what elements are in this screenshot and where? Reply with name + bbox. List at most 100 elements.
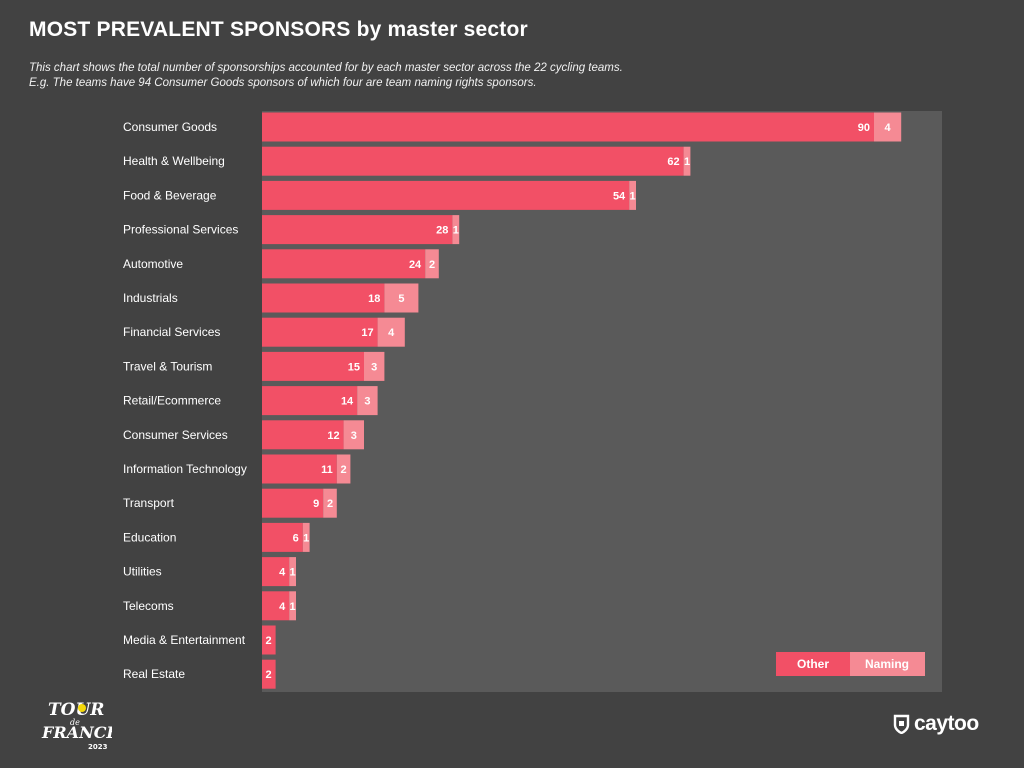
value-label-naming-retail-ecommerce: 3 (364, 396, 370, 408)
value-label-other-food-beverage: 54 (613, 190, 626, 202)
sponsor-bar-chart: 90 462 154 128 124 218 517 415 314 312 311 29 26 14 14… (123, 111, 942, 692)
category-label-telecoms: Telecoms (123, 599, 174, 613)
category-label-retail-ecommerce: Retail/Ecommerce (123, 394, 221, 408)
bar-naming-consumer-services (343, 420, 364, 450)
category-label-consumer-services: Consumer Services (123, 428, 228, 442)
bar-other-professional-services (262, 215, 453, 245)
value-label-naming-professional-services: 1 (453, 225, 459, 237)
bar-other-industrials (262, 283, 385, 313)
category-label-automotive: Automotive (123, 257, 183, 271)
legend-naming-label: Naming (865, 657, 909, 671)
value-label-other-professional-services: 28 (436, 225, 448, 237)
caytoo-wordmark: caytoo (914, 712, 979, 735)
value-label-naming-automotive: 2 (429, 259, 435, 271)
category-label-real-estate: Real Estate (123, 667, 185, 681)
tdf-logo-line2: de (70, 718, 80, 727)
value-label-naming-education: 1 (303, 532, 309, 544)
bar-naming-utilities (289, 557, 296, 587)
bar-other-health-wellbeing (262, 146, 684, 176)
bar-naming-transport (323, 488, 337, 518)
category-label-transport: Transport (123, 496, 175, 510)
tdf-logo-line3: FRANCE (41, 723, 112, 742)
bar-naming-automotive (425, 249, 439, 279)
category-labels-group: Consumer Goods Health & Wellbeing Food & B… (123, 120, 247, 681)
caytoo-shield-icon (893, 714, 910, 734)
bar-other-real-estate (262, 659, 276, 689)
bar-other-automotive (262, 249, 426, 279)
bar-other-information-technology (262, 454, 337, 484)
category-label-food-beverage: Food & Beverage (123, 188, 217, 202)
value-label-other-industrials: 18 (368, 293, 380, 305)
value-label-other-education: 6 (293, 532, 299, 544)
legend-other-swatch (776, 652, 850, 676)
bars-group: 90 462 154 128 124 218 517 415 314 312 311 29 26 14 14… (262, 112, 902, 689)
category-label-information-technology: Information Technology (123, 462, 247, 476)
bar-naming-education (302, 522, 310, 552)
caytoo-logo: caytoo (893, 712, 979, 736)
bar-naming-industrials (384, 283, 419, 313)
category-label-education: Education (123, 530, 176, 544)
bar-other-financial-services (262, 317, 378, 347)
value-label-other-travel-tourism: 15 (348, 361, 360, 373)
bar-other-consumer-services (262, 420, 344, 450)
value-label-naming-consumer-goods: 4 (885, 122, 892, 134)
bar-other-utilities (262, 557, 290, 587)
category-label-industrials: Industrials (123, 291, 178, 305)
bar-other-consumer-goods (262, 112, 874, 142)
bar-other-retail-ecommerce (262, 386, 358, 416)
value-label-other-media-entertainment: 2 (265, 635, 271, 647)
value-label-naming-telecoms: 1 (290, 601, 296, 613)
tdf-logo-line1: TOUR (48, 700, 104, 720)
value-label-other-financial-services: 17 (361, 327, 373, 339)
value-label-naming-food-beverage: 1 (630, 190, 636, 202)
value-label-other-transport: 9 (313, 498, 319, 510)
bar-naming-retail-ecommerce (357, 386, 378, 416)
value-label-naming-industrials: 5 (398, 293, 404, 305)
legend-other-label: Other (797, 657, 829, 671)
bar-other-education (262, 522, 303, 552)
bar-other-food-beverage (262, 180, 630, 210)
tour-de-france-logo: TOUR de FRANCE 2023 (40, 695, 119, 760)
value-label-other-consumer-services: 12 (327, 430, 339, 442)
value-label-other-retail-ecommerce: 14 (341, 396, 354, 408)
bar-naming-food-beverage (629, 180, 636, 210)
chart-subtitle-line-2: E.g. The teams have 94 Consumer Goods sp… (29, 77, 537, 89)
category-label-consumer-goods: Consumer Goods (123, 120, 217, 134)
legend: Other Naming (776, 652, 925, 676)
category-label-travel-tourism: Travel & Tourism (123, 359, 212, 373)
value-label-other-utilities: 4 (279, 567, 286, 579)
value-label-naming-financial-services: 4 (388, 327, 395, 339)
chart-subtitle-line-1: This chart shows the total number of spo… (29, 62, 623, 74)
value-label-other-real-estate: 2 (265, 669, 271, 681)
category-label-financial-services: Financial Services (123, 325, 220, 339)
value-label-naming-health-wellbeing: 1 (684, 156, 690, 168)
category-label-media-entertainment: Media & Entertainment (123, 633, 246, 647)
value-label-other-consumer-goods: 90 (858, 122, 870, 134)
bar-other-travel-tourism (262, 351, 364, 381)
category-label-health-wellbeing: Health & Wellbeing (123, 154, 225, 168)
bar-naming-health-wellbeing (683, 146, 691, 176)
tdf-logo-year: 2023 (88, 743, 108, 751)
value-label-naming-transport: 2 (327, 498, 333, 510)
bar-naming-information-technology (336, 454, 351, 484)
tdf-logo-sun-icon (78, 704, 86, 712)
value-label-naming-consumer-services: 3 (351, 430, 357, 442)
value-label-other-health-wellbeing: 62 (667, 156, 679, 168)
bar-other-telecoms (262, 591, 290, 621)
value-label-other-information-technology: 11 (321, 464, 333, 476)
bar-other-media-entertainment (262, 625, 276, 655)
value-label-naming-information-technology: 2 (341, 464, 347, 476)
bar-naming-telecoms (289, 591, 296, 621)
category-label-professional-services: Professional Services (123, 223, 238, 237)
value-label-naming-travel-tourism: 3 (371, 361, 377, 373)
category-label-utilities: Utilities (123, 565, 162, 579)
bar-naming-financial-services (377, 317, 405, 347)
bar-naming-travel-tourism (364, 351, 385, 381)
bar-naming-professional-services (452, 215, 460, 245)
bar-naming-consumer-goods (874, 112, 902, 142)
legend-naming-swatch (850, 652, 925, 676)
bar-other-transport (262, 488, 324, 518)
value-label-naming-utilities: 1 (290, 567, 296, 579)
value-label-other-automotive: 24 (409, 259, 422, 271)
value-label-other-telecoms: 4 (279, 601, 286, 613)
